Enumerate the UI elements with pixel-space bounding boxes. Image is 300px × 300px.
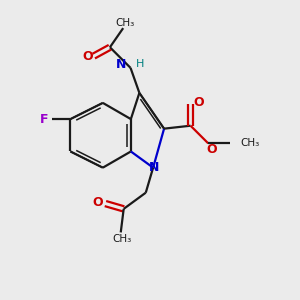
Text: CH₃: CH₃ [241,138,260,148]
Text: CH₃: CH₃ [112,234,132,244]
Text: N: N [116,58,126,71]
Text: H: H [136,59,144,69]
Text: CH₃: CH₃ [115,18,134,28]
Text: F: F [40,112,49,126]
Text: O: O [206,143,217,156]
Text: O: O [82,50,93,63]
Text: N: N [148,161,159,174]
Text: O: O [193,96,204,109]
Text: O: O [93,196,104,208]
